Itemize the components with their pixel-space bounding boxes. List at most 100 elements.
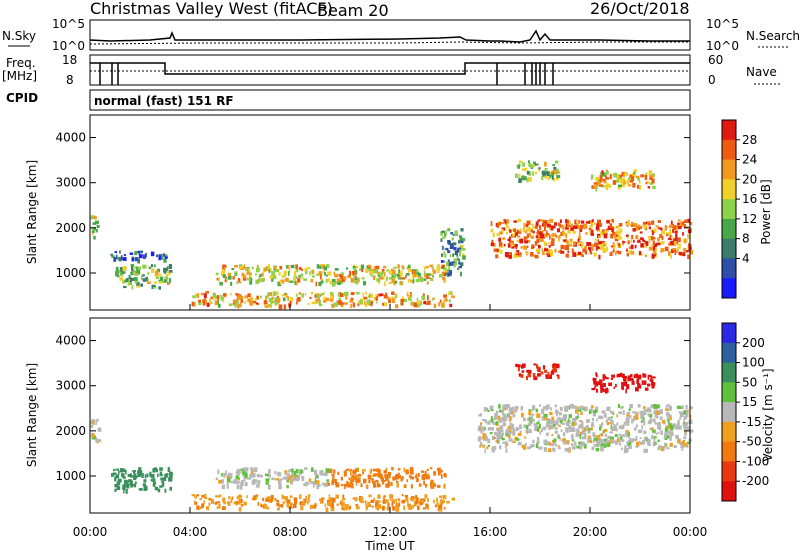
power-cell	[370, 273, 373, 277]
power-cell	[242, 267, 246, 270]
velocity-cell	[620, 406, 623, 410]
station-title: Christmas Valley West (fitACF)	[90, 0, 333, 18]
power-cell	[528, 162, 531, 168]
velocity-cell	[243, 502, 247, 506]
power-cell	[579, 228, 583, 232]
velocity-cell	[363, 478, 367, 484]
velocity-cell	[315, 475, 318, 478]
velocity-cell	[410, 496, 415, 500]
power-cell	[615, 225, 618, 229]
velocity-cell	[222, 479, 225, 484]
velocity-cell	[690, 429, 694, 433]
velocity-cell	[298, 472, 301, 476]
power-feature-7	[515, 160, 561, 183]
nsky-tick-bottom: 10^0	[52, 39, 85, 53]
colorbar-tick-label: -100	[742, 454, 769, 468]
velocity-cell	[526, 430, 529, 435]
velocity-cell	[551, 443, 554, 447]
power-cell	[599, 184, 603, 187]
power-cell	[507, 219, 510, 224]
velocity-cell	[579, 434, 582, 439]
power-cell	[363, 296, 368, 300]
velocity-cell	[410, 476, 415, 480]
power-cell	[616, 250, 619, 254]
power-cell	[683, 238, 687, 244]
power-cell	[425, 273, 428, 277]
velocity-cell	[683, 443, 688, 446]
velocity-cell	[640, 414, 645, 420]
velocity-cell	[677, 419, 680, 424]
velocity-cell	[168, 477, 173, 482]
velocity-cell	[383, 470, 387, 474]
power-cell	[648, 222, 651, 226]
power-cell	[603, 178, 607, 184]
velocity-cell	[253, 495, 256, 501]
power-cell	[687, 244, 690, 249]
power-cell	[534, 241, 538, 246]
velocity-cell	[647, 439, 651, 442]
velocity-cell	[264, 473, 269, 477]
power-cell	[135, 266, 138, 268]
velocity-cell	[356, 467, 359, 473]
velocity-cell	[325, 468, 330, 473]
power-cell	[431, 266, 434, 269]
velocity-cell	[583, 435, 587, 440]
power-cell	[631, 221, 634, 226]
velocity-cell	[616, 422, 619, 426]
power-cell	[674, 252, 677, 255]
power-cell	[367, 301, 369, 306]
power-cell	[216, 295, 220, 300]
power-cell	[163, 267, 167, 273]
power-cell	[591, 174, 594, 179]
velocity-cell	[268, 469, 271, 474]
velocity-cell	[564, 405, 569, 409]
power-cell	[335, 302, 339, 307]
power-cell	[352, 302, 355, 308]
velocity-cell	[549, 407, 552, 411]
power-cell	[228, 276, 232, 280]
power-cell	[462, 255, 466, 260]
velocity-cell	[480, 426, 485, 432]
velocity-cell	[291, 472, 295, 478]
velocity-cell	[530, 444, 533, 448]
velocity-cell	[307, 500, 309, 505]
power-cell	[123, 285, 127, 289]
power-cell	[250, 277, 253, 282]
power-cell	[332, 282, 336, 287]
velocity-cell	[635, 445, 638, 449]
velocity-cell	[591, 422, 594, 426]
velocity-cell	[568, 425, 571, 430]
velocity-cell	[95, 419, 97, 425]
velocity-cell	[130, 473, 132, 478]
velocity-cell	[526, 369, 529, 373]
velocity-cell	[553, 438, 557, 442]
velocity-cell	[254, 479, 258, 484]
power-cell	[601, 240, 605, 245]
velocity-cell	[330, 505, 335, 508]
power-cell	[290, 264, 295, 269]
power-cell	[240, 298, 243, 303]
velocity-cell	[541, 416, 545, 421]
power-cell	[578, 220, 581, 224]
power-cell	[449, 303, 453, 308]
power-cell	[235, 272, 238, 276]
power-cell	[646, 241, 649, 246]
velocity-cell	[226, 483, 229, 487]
velocity-cell	[377, 494, 381, 499]
power-cell	[681, 221, 685, 226]
power-cell	[558, 235, 561, 239]
velocity-cell	[240, 504, 244, 507]
velocity-cell	[631, 418, 634, 424]
velocity-cell	[305, 495, 307, 499]
velocity-cell	[512, 406, 515, 412]
power-cell	[421, 295, 426, 300]
velocity-cell	[604, 438, 607, 442]
velocity-cell	[580, 420, 583, 423]
power-cell	[565, 227, 569, 230]
xaxis-label: Time UT	[364, 539, 415, 553]
velocity-cell	[681, 441, 684, 445]
power-cell	[528, 177, 532, 182]
velocity-cell	[653, 409, 658, 414]
velocity-cell	[647, 442, 651, 446]
velocity-cell	[643, 409, 646, 413]
